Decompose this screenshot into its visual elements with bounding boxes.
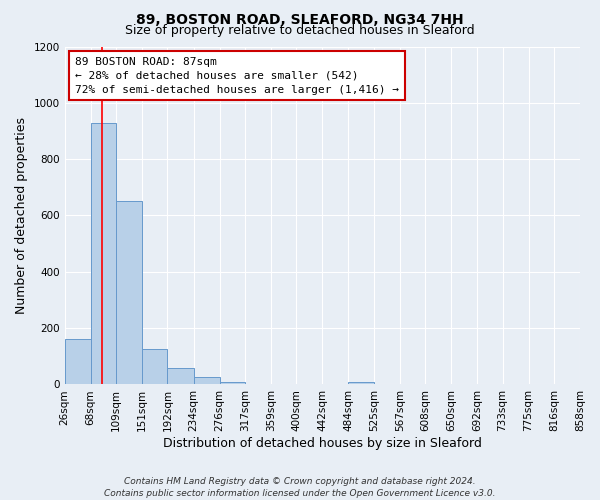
Bar <box>349 382 374 384</box>
Text: Size of property relative to detached houses in Sleaford: Size of property relative to detached ho… <box>125 24 475 37</box>
Text: 89 BOSTON ROAD: 87sqm
← 28% of detached houses are smaller (542)
72% of semi-det: 89 BOSTON ROAD: 87sqm ← 28% of detached … <box>75 56 399 94</box>
Bar <box>142 350 167 384</box>
Text: Contains HM Land Registry data © Crown copyright and database right 2024.
Contai: Contains HM Land Registry data © Crown c… <box>104 476 496 498</box>
Bar <box>65 340 91 384</box>
Y-axis label: Number of detached properties: Number of detached properties <box>15 117 28 314</box>
Text: 89, BOSTON ROAD, SLEAFORD, NG34 7HH: 89, BOSTON ROAD, SLEAFORD, NG34 7HH <box>136 12 464 26</box>
Bar <box>220 382 245 384</box>
Bar <box>91 122 116 384</box>
Bar <box>193 376 220 384</box>
Bar <box>167 368 193 384</box>
X-axis label: Distribution of detached houses by size in Sleaford: Distribution of detached houses by size … <box>163 437 482 450</box>
Bar <box>116 202 142 384</box>
